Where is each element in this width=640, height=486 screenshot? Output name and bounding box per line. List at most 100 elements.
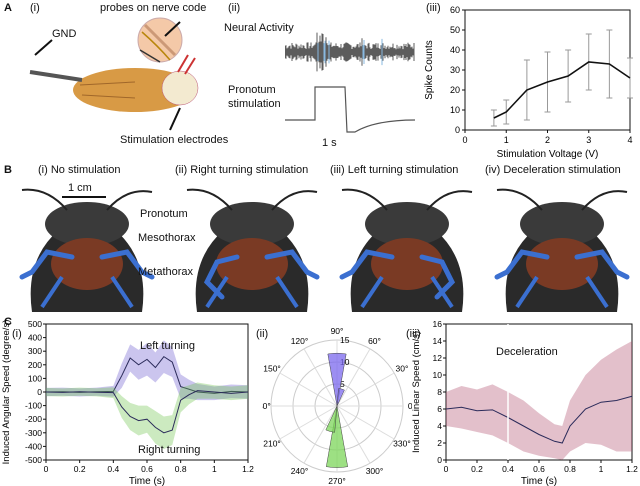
x-tick-label: 0 [462, 135, 467, 145]
cockroach-photo [19, 188, 155, 312]
pronotum [520, 202, 604, 246]
panel-c-i-label: (i) [12, 328, 22, 340]
polar-bin [326, 405, 348, 468]
polar-spoke [303, 405, 338, 464]
y-tick-label: -500 [25, 455, 42, 465]
y-tick-label: -400 [25, 441, 42, 451]
metathorax-label: Metathorax [138, 266, 194, 278]
polar-spoke [279, 372, 338, 407]
antenna [106, 190, 153, 211]
antenna [271, 190, 318, 211]
y-tick-label: 20 [450, 85, 460, 95]
hind-leg-highlight [40, 275, 134, 309]
left-leg-highlight [494, 249, 550, 280]
y-tick-label: 10 [433, 370, 443, 380]
x-tick-label: 1 [504, 135, 509, 145]
radial-tick-label: 5 [340, 379, 345, 389]
right-leg-highlight [264, 249, 320, 280]
pronotum [210, 202, 294, 246]
y-tick-label: 30 [450, 65, 460, 75]
x-tick-label: 0.8 [564, 464, 576, 474]
thorax [371, 238, 443, 290]
series-band [446, 341, 632, 460]
x-tick-label: 1.2 [626, 464, 638, 474]
hind-leg-highlight [360, 275, 454, 309]
gnd-label: GND [52, 28, 77, 40]
panel-a: A (i) probes on nerve code GND Stimulati… [0, 0, 640, 165]
left-leg-highlight [339, 249, 395, 280]
series-band [46, 382, 248, 450]
x-tick-label: 2 [545, 135, 550, 145]
right-leg-highlight [99, 249, 155, 280]
y-tick-label: 6 [437, 404, 442, 414]
y-axis-title: Induced Angular Speed (degree/s) [1, 320, 12, 465]
y-tick-label: -300 [25, 428, 42, 438]
panel-c-ii-label: (ii) [256, 328, 269, 340]
gnd-arrow [34, 39, 53, 56]
y-tick-label: 16 [433, 319, 443, 329]
left-leg-highlight [19, 249, 75, 280]
angle-label: 0° [408, 401, 412, 411]
x-tick-label: 0 [44, 464, 49, 474]
spike-train [285, 32, 415, 72]
panel-a-iii-label: (iii) [426, 2, 441, 14]
angle-label: 240° [291, 466, 309, 476]
scale-1cm-label: 1 cm [68, 182, 92, 194]
y-tick-label: 0 [437, 455, 442, 465]
x-axis-title: Time (s) [129, 476, 165, 486]
y-axis-title: Induced Linear Speed (cm/s) [411, 331, 422, 453]
y-tick-label: -200 [25, 414, 42, 424]
neural-trace [285, 32, 415, 133]
polar-spoke [336, 405, 395, 440]
angle-label: 270° [328, 476, 346, 486]
x-tick-label: 1 [599, 464, 604, 474]
hind-leg-highlight [515, 275, 609, 309]
mesothorax-label: Mesothorax [138, 232, 196, 244]
x-tick-label: 3 [586, 135, 591, 145]
x-axis-title: Stimulation Voltage (V) [497, 149, 599, 160]
thorax [526, 238, 598, 290]
polar-spoke [336, 372, 395, 407]
y-tick-label: 12 [433, 353, 443, 363]
panel-b: B 1 cm [0, 162, 640, 312]
antenna [426, 190, 473, 211]
angle-label: 150° [263, 364, 281, 374]
polar-spoke [336, 348, 371, 407]
polar-bin [336, 388, 345, 407]
photo-title: (iv) Deceleration stimulation [485, 164, 621, 176]
y-tick-label: 40 [450, 45, 460, 55]
polar-bin [327, 352, 347, 407]
angle-label: 330° [393, 439, 411, 449]
panel-b-label: B [4, 164, 12, 176]
spike-count-line [493, 61, 631, 119]
antenna [186, 188, 233, 211]
cockroach-photo [494, 188, 630, 312]
antenna [496, 188, 543, 211]
cockroach-electrode-illustration [29, 17, 199, 131]
y-tick-label: 200 [28, 360, 42, 370]
polar-spoke [336, 405, 371, 464]
y-tick-label: 14 [433, 336, 443, 346]
panel-c-iii-label: (iii) [406, 328, 421, 340]
x-tick-label: 4 [627, 135, 632, 145]
y-tick-label: 0 [455, 125, 460, 135]
x-tick-label: 0.4 [107, 464, 119, 474]
panel-a-i-label: (i) [30, 2, 40, 14]
spike-count-chart: 0 10 20 30 40 50 60 0 1 2 3 4 Stimulation Voltage (V… [424, 5, 633, 160]
x-tick-label: 0.6 [141, 464, 153, 474]
angle-label: 120° [291, 336, 309, 346]
angle-label: 210° [263, 439, 281, 449]
x-tick-label: 0.4 [502, 464, 514, 474]
gnd-electrode [29, 70, 83, 82]
polar-spoke [279, 405, 338, 440]
polar-direction-chart: 90° 60° 30° 0° 330° 300° 270° 240° 210° 180° 150° 1… [262, 326, 412, 486]
antenna [341, 188, 388, 211]
photo-title: (i) No stimulation [38, 164, 121, 176]
y-tick-label: 60 [450, 5, 460, 15]
y-tick-label: -100 [25, 401, 42, 411]
deceleration-label: Deceleration [496, 346, 558, 358]
left-leg-highlight [203, 254, 240, 300]
hind-leg-highlight [205, 275, 299, 309]
y-tick-label: 2 [437, 438, 442, 448]
pronotum [45, 202, 129, 246]
